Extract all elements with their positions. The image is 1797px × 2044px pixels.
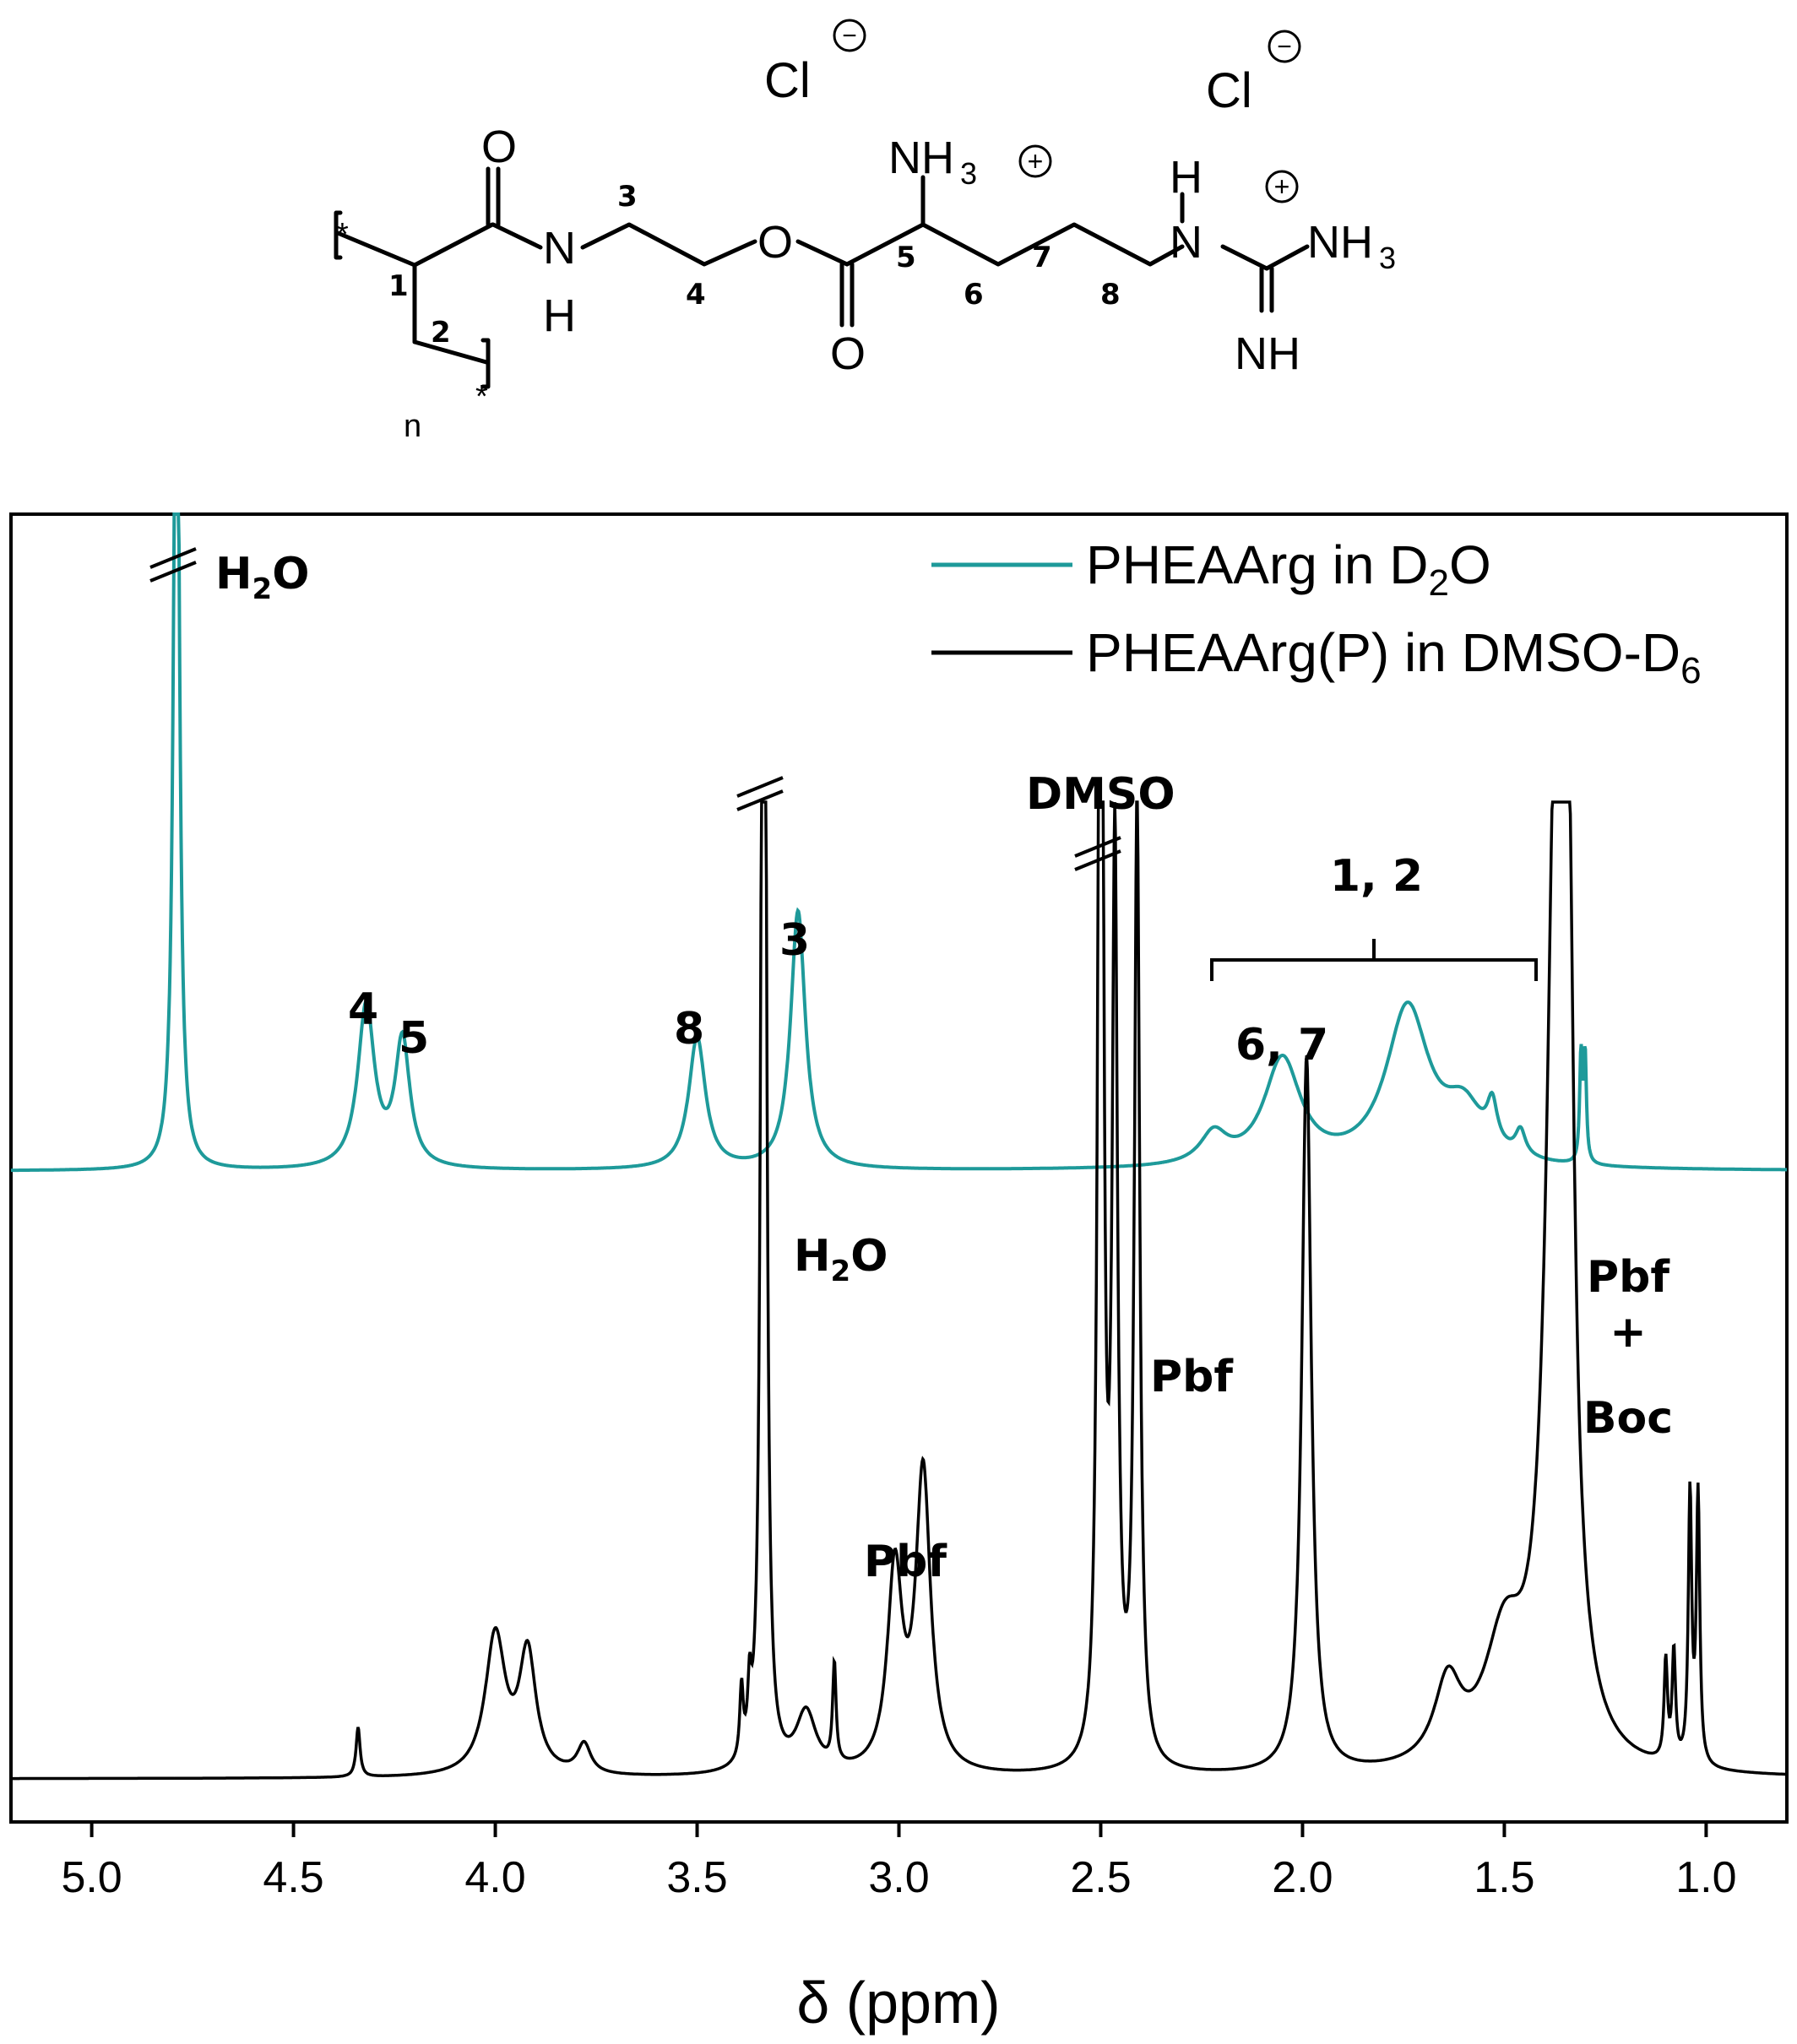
positive-charge-circle-2 (1265, 170, 1299, 203)
guanidine-nh3-subscript: 3 (1379, 241, 1396, 275)
ester-carbonyl-o-label: O (830, 328, 866, 379)
carbon-label-2: 2 (431, 316, 451, 350)
peak-label-8: 8 (674, 1004, 704, 1055)
amide-n-label: N (543, 223, 576, 274)
ester-bond (795, 239, 850, 267)
legend-label-d2o: PHEAArg in D2O (1086, 534, 1491, 604)
end-star-top: * (336, 217, 349, 252)
annotations: H2O H2O DMSO 1, 2 4 5 8 3 6, 7 Pbf Pbf P… (215, 549, 1673, 1587)
x-axis-ticks: 5.0 4.5 4.0 3.5 3.0 2.5 2.0 1.5 1.0 (61, 1822, 1737, 1902)
carbon-label-7: 7 (1032, 241, 1052, 274)
end-star-bottom: * (475, 379, 488, 415)
annotation-bracket-label: 1, 2 (1330, 851, 1423, 902)
negative-sign-2: − (1277, 33, 1292, 61)
break-mark-h2o-top (149, 547, 197, 583)
spectrum-line-dmso (11, 800, 1787, 1781)
axis-break-marks (149, 547, 1121, 871)
side-chain (920, 222, 1185, 267)
peak-label-5: 5 (399, 1013, 429, 1064)
spectra-group (11, 512, 1787, 1781)
annotation-pbf-2: Pbf (1150, 1352, 1234, 1402)
cl-label-1: Cl (764, 53, 811, 108)
x-tick-label-8: 1.0 (1675, 1853, 1736, 1902)
guanidine-h-label: H (1170, 152, 1203, 203)
backbone-bond-2 (412, 339, 489, 365)
x-tick-label-0: 5.0 (61, 1853, 122, 1902)
repeat-n-label: n (404, 409, 421, 444)
ester-carbonyl (839, 262, 855, 328)
carbon-label-5: 5 (896, 241, 916, 274)
positive-sign-2: + (1274, 171, 1290, 202)
peak-label-6-7: 6, 7 (1235, 1020, 1328, 1071)
x-tick-label-3: 3.5 (666, 1853, 727, 1902)
bracket-right (480, 338, 491, 389)
bracket-1-2 (1210, 939, 1538, 981)
carbon-label-6: 6 (964, 278, 984, 312)
x-tick-label-2: 4.0 (464, 1853, 525, 1902)
amine-subscript: 3 (960, 156, 977, 191)
x-tick-label-4: 3.0 (868, 1853, 929, 1902)
carbon-label-4: 4 (686, 278, 706, 312)
carbon-label-1: 1 (388, 269, 409, 303)
positive-charge-circle-1 (1018, 144, 1052, 178)
amine-label: NH (888, 133, 954, 183)
x-tick-label-7: 1.5 (1474, 1853, 1534, 1902)
structure-labels: Cl − Cl − NH 3 + O N H O O H N + NH 3 NH… (336, 22, 1396, 444)
x-axis-label: δ (ppm) (796, 1970, 1000, 2036)
carbon-label-3: 3 (617, 180, 638, 214)
amide-h-label: H (543, 290, 576, 341)
negative-sign-1: − (842, 22, 857, 50)
guanidine-nh3-label: NH (1307, 217, 1373, 268)
guanidine-n-label: N (1170, 217, 1203, 268)
peak-label-3: 3 (779, 915, 810, 966)
guanidine-nh3-bond (1264, 244, 1310, 271)
spectrum-line-d2o (11, 512, 1787, 1173)
x-tick-label-1: 4.5 (263, 1853, 323, 1902)
ester-o-label: O (757, 217, 793, 268)
n-ch2-bond (580, 222, 757, 267)
guanidine-n-bond (1220, 244, 1269, 271)
break-mark-h2o-mid (736, 776, 784, 811)
peak-label-4: 4 (348, 984, 378, 1035)
legend-label-dmso: PHEAArg(P) in DMSO-D6 (1086, 622, 1702, 691)
positive-sign-1: + (1028, 146, 1044, 176)
backbone-bond (335, 222, 495, 268)
bracket-left (334, 210, 343, 260)
imine-nh-label: NH (1235, 328, 1300, 379)
x-tick-label-5: 2.5 (1070, 1853, 1131, 1902)
x-tick-label-6: 2.0 (1272, 1853, 1333, 1902)
amide-bond (491, 222, 543, 250)
annotation-pbf-boc-2: + (1610, 1307, 1647, 1358)
break-mark-dmso (1074, 836, 1121, 871)
annotation-h2o-mid: H2O (794, 1231, 888, 1288)
annotation-dmso: DMSO (1026, 769, 1175, 820)
annotation-pbf-boc-1: Pbf (1587, 1252, 1670, 1303)
legend: PHEAArg in D2O PHEAArg(P) in DMSO-D6 (931, 534, 1702, 691)
negative-charge-circle-2 (1268, 30, 1301, 63)
carbonyl-bond (486, 166, 501, 227)
carbon-label-8: 8 (1100, 278, 1121, 312)
annotation-pbf-boc-3: Boc (1583, 1393, 1673, 1444)
negative-charge-circle-1 (833, 19, 866, 52)
carbonyl-o-label: O (481, 122, 517, 172)
alpha-bond (844, 222, 926, 267)
annotation-h2o-top: H2O (215, 549, 309, 606)
chemical-structure (334, 19, 1310, 389)
guanidine-double (1259, 266, 1274, 313)
annotation-pbf-1: Pbf (864, 1537, 947, 1587)
cl-label-2: Cl (1206, 63, 1252, 118)
